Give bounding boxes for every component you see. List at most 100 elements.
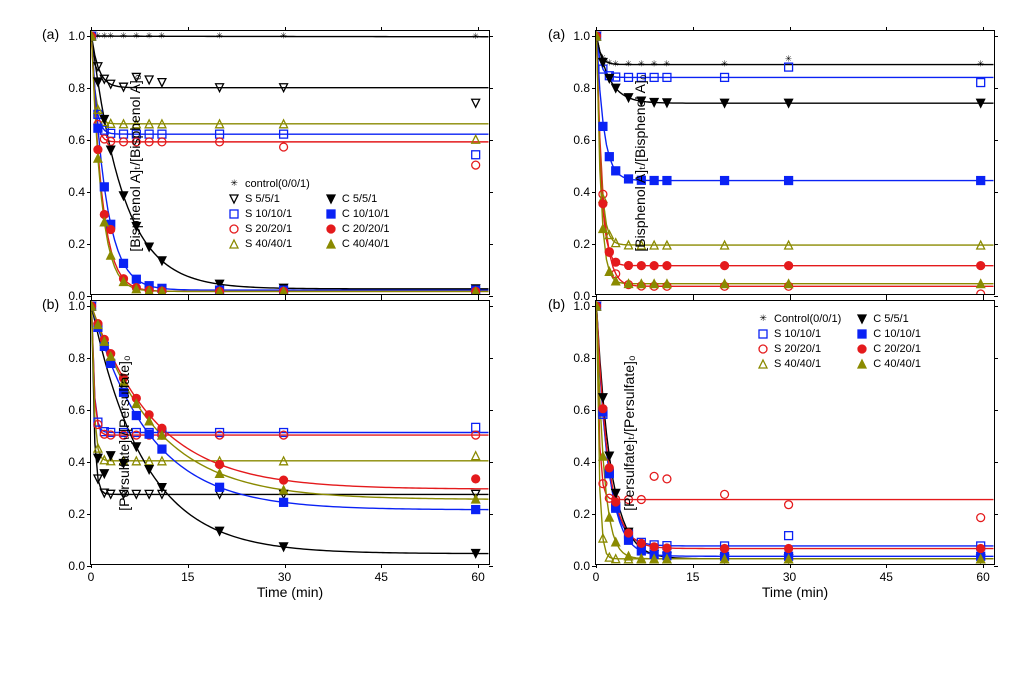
legend-marker-icon <box>227 237 241 251</box>
panel-tag-left-a: (a) <box>42 26 59 42</box>
legend-item: C 5/5/1 <box>855 312 921 327</box>
ytick-label: 0.2 <box>68 507 85 521</box>
legend-marker-icon <box>855 342 869 356</box>
series-line-S20 <box>92 36 489 142</box>
legend-label: S 10/10/1 <box>774 327 821 342</box>
yaxis-label-bpa-left: [Bisphenol A]ₜ/[Bisphenol A]₀ <box>127 74 144 251</box>
ytick-label: 0.8 <box>573 81 590 95</box>
legend-marker-icon <box>227 192 241 206</box>
panel-left-top: ✳✳✳✳✳✳✳✳✳✳✳ [Bisphenol A]ₜ/[Bisphenol A]… <box>90 30 490 295</box>
legend-item: S 40/40/1 <box>756 357 841 372</box>
ytick-label: 0.4 <box>573 455 590 469</box>
xtick-label: 30 <box>783 570 796 584</box>
legend-label: C 10/10/1 <box>342 207 390 222</box>
legend-item: S 10/10/1 <box>227 207 310 222</box>
svg-text:✳: ✳ <box>216 31 224 41</box>
svg-text:✳: ✳ <box>977 59 985 69</box>
legend-label: C 40/40/1 <box>873 357 921 372</box>
svg-text:✳: ✳ <box>625 59 633 69</box>
legend-item: C 40/40/1 <box>855 357 921 372</box>
yaxis-label-ps-left: [Persulfate]ₜ/[Persulfate]₀ <box>116 355 133 510</box>
svg-text:✳: ✳ <box>721 59 729 69</box>
ytick-label: 0.6 <box>573 133 590 147</box>
series-line-C20 <box>92 36 489 291</box>
ytick-label: 0.0 <box>68 559 85 573</box>
ytick-label: 0.6 <box>573 403 590 417</box>
xtick-label: 60 <box>976 570 989 584</box>
ytick-label: 0.6 <box>68 133 85 147</box>
series-line-C40 <box>92 36 489 291</box>
legend-label: control(0/0/1) <box>245 177 310 192</box>
svg-text:✳: ✳ <box>759 313 767 323</box>
series-line-C5 <box>597 36 994 103</box>
ytick-label: 0.4 <box>573 185 590 199</box>
svg-text:✳: ✳ <box>663 59 671 69</box>
ytick-label: 1.0 <box>573 29 590 43</box>
ytick-label: 1.0 <box>573 299 590 313</box>
svg-text:✳: ✳ <box>230 178 238 188</box>
svg-text:✳: ✳ <box>145 31 153 40</box>
series-line-S10 <box>92 36 489 134</box>
panel-left-bottom: [Persulfate]ₜ/[Persulfate]₀ Time (min) 0… <box>90 300 490 565</box>
xtick-label: 15 <box>686 570 699 584</box>
legend-label: S 20/20/1 <box>774 342 821 357</box>
series-line-C10 <box>92 306 489 509</box>
legend-marker-icon <box>324 237 338 251</box>
xtick-label: 0 <box>88 570 95 584</box>
svg-text:✳: ✳ <box>472 31 480 41</box>
series-line-S10 <box>597 36 994 77</box>
legend-item: C 20/20/1 <box>855 342 921 357</box>
legend-label: C 5/5/1 <box>873 312 908 327</box>
panel-tag-right-a: (a) <box>548 26 565 42</box>
legend-marker-icon <box>227 207 241 221</box>
legend-item: S 20/20/1 <box>227 222 310 237</box>
plot-left-bottom <box>91 301 489 564</box>
legend-item: C 20/20/1 <box>324 222 390 237</box>
legend-item: C 10/10/1 <box>855 327 921 342</box>
legend-marker-icon <box>855 357 869 371</box>
svg-text:✳: ✳ <box>133 31 141 40</box>
legend-marker-icon <box>756 342 770 356</box>
legend-label: S 5/5/1 <box>245 192 280 207</box>
svg-text:✳: ✳ <box>612 58 620 68</box>
ytick-label: 1.0 <box>68 299 85 313</box>
legend-marker-icon <box>855 312 869 326</box>
ytick-label: 0.0 <box>573 559 590 573</box>
svg-text:✳: ✳ <box>638 59 646 69</box>
legend-item: C 5/5/1 <box>324 192 390 207</box>
legend-marker-icon <box>855 327 869 341</box>
ytick-label: 0.8 <box>68 351 85 365</box>
legend-item: C 40/40/1 <box>324 237 390 252</box>
legend-item: S 40/40/1 <box>227 237 310 252</box>
ytick-label: 0.8 <box>573 351 590 365</box>
legend-marker-icon: ✳ <box>756 312 770 326</box>
legend-label: C 20/20/1 <box>873 342 921 357</box>
legend-item: S 20/20/1 <box>756 342 841 357</box>
svg-text:✳: ✳ <box>120 31 128 40</box>
svg-text:✳: ✳ <box>107 31 115 40</box>
legend-marker-icon <box>324 192 338 206</box>
legend-marker-icon <box>756 357 770 371</box>
xaxis-label-left: Time (min) <box>257 584 323 600</box>
legend-item: ✳Control(0/0/1) <box>756 312 841 327</box>
legend-label: S 40/40/1 <box>774 357 821 372</box>
legend-right: ✳Control(0/0/1)S 10/10/1S 20/20/1S 40/40… <box>756 312 921 372</box>
xtick-label: 45 <box>880 570 893 584</box>
legend-label: C 20/20/1 <box>342 222 390 237</box>
ytick-label: 0.4 <box>68 185 85 199</box>
ytick-label: 0.2 <box>573 507 590 521</box>
legend-label: S 10/10/1 <box>245 207 292 222</box>
xtick-label: 30 <box>278 570 291 584</box>
legend-label: S 20/20/1 <box>245 222 292 237</box>
legend-label: C 10/10/1 <box>873 327 921 342</box>
panel-tag-right-b: (b) <box>548 296 565 312</box>
ytick-label: 1.0 <box>68 29 85 43</box>
ytick-label: 0.2 <box>573 237 590 251</box>
series-line-C10 <box>92 36 489 290</box>
ytick-label: 0.2 <box>68 237 85 251</box>
legend-item: S 10/10/1 <box>756 327 841 342</box>
legend-marker-icon <box>227 222 241 236</box>
legend-marker-icon <box>324 207 338 221</box>
legend-marker-icon: ✳ <box>227 177 241 191</box>
legend-label: C 40/40/1 <box>342 237 390 252</box>
